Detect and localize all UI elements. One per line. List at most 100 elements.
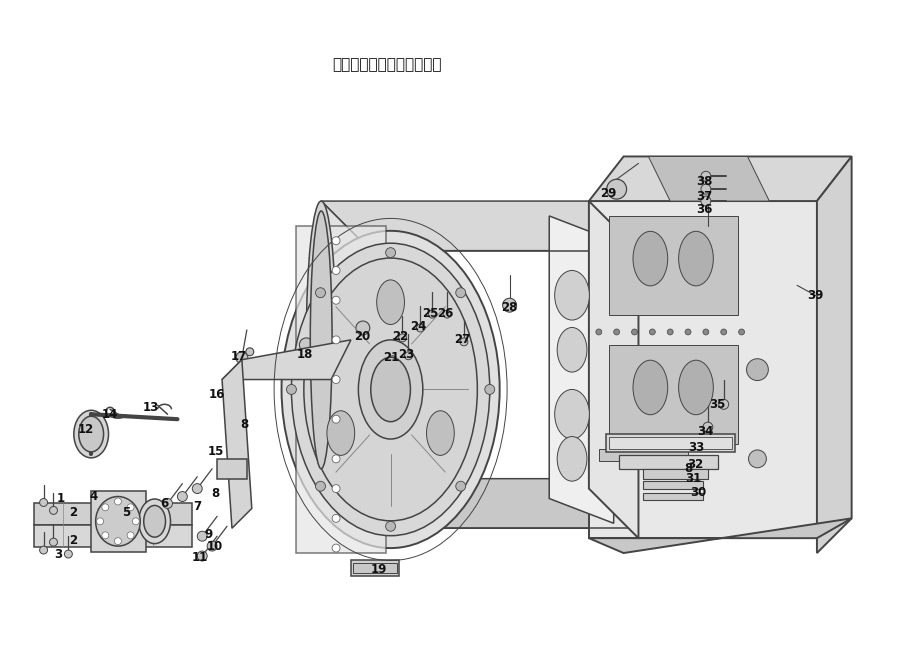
Circle shape <box>102 504 108 511</box>
Text: 25: 25 <box>422 307 438 320</box>
Circle shape <box>700 171 710 181</box>
Text: 8: 8 <box>210 487 219 500</box>
Circle shape <box>127 532 134 539</box>
Circle shape <box>455 288 465 298</box>
Circle shape <box>502 298 516 312</box>
Circle shape <box>332 336 340 344</box>
Circle shape <box>404 352 412 360</box>
Circle shape <box>132 518 139 525</box>
Text: 4: 4 <box>89 490 97 503</box>
Text: 19: 19 <box>370 563 387 576</box>
Circle shape <box>96 518 104 525</box>
Circle shape <box>332 296 340 304</box>
Text: 21: 21 <box>383 352 399 364</box>
Text: 14: 14 <box>102 408 118 421</box>
Text: 29: 29 <box>600 187 617 200</box>
Polygon shape <box>608 216 737 315</box>
Circle shape <box>332 544 340 552</box>
Circle shape <box>385 521 395 531</box>
Circle shape <box>332 415 340 423</box>
Ellipse shape <box>748 450 766 468</box>
Bar <box>353 563 396 573</box>
Ellipse shape <box>554 270 589 320</box>
Text: 7: 7 <box>193 500 201 513</box>
Circle shape <box>685 329 690 335</box>
Circle shape <box>332 455 340 463</box>
Ellipse shape <box>79 416 104 452</box>
Polygon shape <box>221 340 350 380</box>
Text: 15: 15 <box>208 445 224 458</box>
Text: 17: 17 <box>231 350 247 363</box>
Bar <box>618 455 717 469</box>
Circle shape <box>332 237 340 245</box>
Polygon shape <box>588 156 851 201</box>
Circle shape <box>332 514 340 522</box>
Circle shape <box>332 376 340 383</box>
Circle shape <box>235 352 247 364</box>
Circle shape <box>460 338 468 346</box>
Circle shape <box>720 329 726 335</box>
Circle shape <box>299 338 313 352</box>
Circle shape <box>50 506 57 514</box>
Circle shape <box>197 531 207 541</box>
Circle shape <box>127 504 134 511</box>
Ellipse shape <box>303 258 477 521</box>
Circle shape <box>398 334 406 342</box>
Text: 23: 23 <box>398 348 414 361</box>
Text: 18: 18 <box>297 348 313 361</box>
Text: 2: 2 <box>69 534 77 547</box>
Ellipse shape <box>554 389 589 439</box>
Polygon shape <box>221 360 252 528</box>
Text: 20: 20 <box>353 331 369 343</box>
Polygon shape <box>321 201 638 251</box>
Circle shape <box>102 532 108 539</box>
Polygon shape <box>588 518 851 553</box>
Circle shape <box>197 551 207 561</box>
Bar <box>34 503 192 525</box>
Circle shape <box>245 348 254 355</box>
Bar <box>605 434 734 452</box>
Ellipse shape <box>291 243 489 536</box>
Ellipse shape <box>96 497 140 546</box>
Text: 32: 32 <box>686 458 702 471</box>
Circle shape <box>702 422 712 432</box>
Circle shape <box>192 484 202 493</box>
Circle shape <box>207 541 217 551</box>
Polygon shape <box>588 201 638 528</box>
Circle shape <box>484 385 494 395</box>
Circle shape <box>315 288 325 298</box>
Bar <box>642 480 702 489</box>
Polygon shape <box>648 156 768 201</box>
Circle shape <box>315 481 325 491</box>
Text: 变速器和离合器壳体装置图: 变速器和离合器壳体装置图 <box>332 57 441 72</box>
Circle shape <box>649 329 654 335</box>
Text: 26: 26 <box>437 307 453 320</box>
Circle shape <box>700 196 710 206</box>
Text: 2: 2 <box>69 506 77 519</box>
Text: 24: 24 <box>410 320 426 333</box>
Ellipse shape <box>426 411 454 456</box>
Ellipse shape <box>139 499 170 544</box>
Bar <box>91 491 145 552</box>
Text: 16: 16 <box>209 388 225 401</box>
Circle shape <box>613 329 619 335</box>
Text: 39: 39 <box>806 289 823 302</box>
Text: 6: 6 <box>160 497 168 510</box>
Circle shape <box>332 266 340 275</box>
Bar <box>34 525 192 547</box>
Circle shape <box>114 538 121 545</box>
Circle shape <box>416 324 424 332</box>
Text: 22: 22 <box>392 331 408 343</box>
Circle shape <box>443 310 450 318</box>
Text: 1: 1 <box>56 492 64 505</box>
Circle shape <box>356 321 369 335</box>
Text: 8: 8 <box>241 418 249 431</box>
Bar <box>642 493 702 501</box>
Text: 12: 12 <box>78 422 95 436</box>
Ellipse shape <box>306 201 335 478</box>
Ellipse shape <box>281 231 499 548</box>
Circle shape <box>606 179 626 199</box>
Polygon shape <box>321 478 638 528</box>
Circle shape <box>428 310 436 318</box>
Text: 30: 30 <box>689 486 705 499</box>
